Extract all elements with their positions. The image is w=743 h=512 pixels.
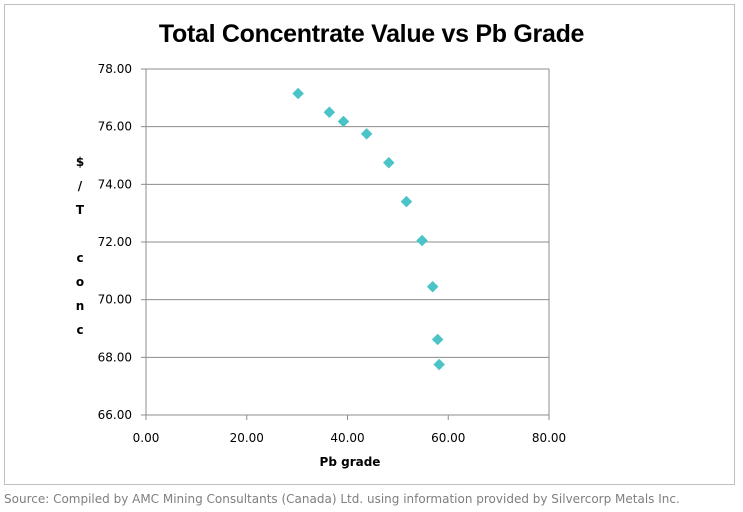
data-point [433,358,446,371]
x-tick-label: 40.00 [330,431,364,445]
data-point [431,333,444,346]
y-axis-label-char: T [75,203,85,217]
data-point [400,195,413,208]
x-tick-label: 20.00 [230,431,264,445]
x-tick-label: 0.00 [133,431,160,445]
y-axis-label-char: o [75,275,85,289]
y-tick-label: 78.00 [98,62,132,76]
gridlines [146,68,549,358]
data-point [382,156,395,169]
data-point [416,234,428,247]
data-point [323,106,336,119]
data-point [292,87,304,100]
y-tick-label: 72.00 [98,235,132,249]
y-tick-label: 68.00 [98,350,132,364]
chart-title: Total Concentrate Value vs Pb Grade [158,20,585,48]
y-axis-label-char: $ [75,155,85,169]
data-points [292,87,446,371]
y-tick-label: 76.00 [98,120,132,134]
chart-frame [4,4,735,485]
x-tick-label: 80.00 [532,431,566,445]
data-point [337,115,350,128]
axes [141,68,550,420]
data-point [360,128,373,140]
x-tick-label: 60.00 [431,431,465,445]
y-tick-label: 74.00 [98,177,132,191]
x-axis-label: Pb grade [319,455,381,469]
tick-labels: 66.00 68.00 70.00 72.00 74.00 76.00 78.00 0.00 2… [98,62,567,445]
y-axis-label-char [70,222,90,246]
data-point [426,280,439,293]
y-tick-label: 70.00 [98,293,132,307]
y-axis-label-char: / [77,179,83,193]
y-tick-label: 66.00 [98,408,132,422]
y-axis-label-char: c [76,323,84,337]
source-note: Source: Compiled by AMC Mining Consultan… [4,492,680,506]
y-axis-label-char: n [75,299,85,313]
y-axis-label-char: c [76,251,84,265]
